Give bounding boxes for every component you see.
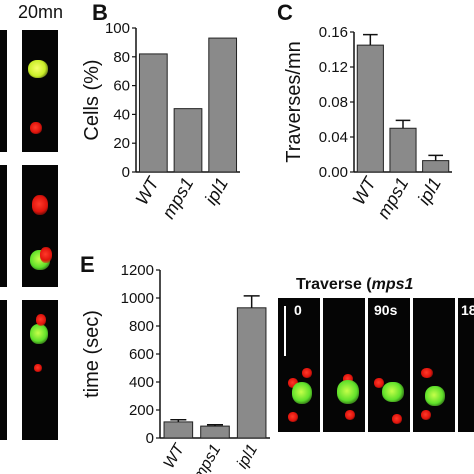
y-tick-label: 60 <box>113 78 130 95</box>
micro-col-20mn-2 <box>22 165 58 287</box>
spindle-pole-green <box>382 382 404 402</box>
traverse-frame-2 <box>323 298 365 432</box>
y-tick-label: 0.12 <box>319 59 348 76</box>
kinetochore-red <box>343 374 353 384</box>
spindle-pole-green <box>292 382 312 404</box>
y-tick-label: 80 <box>113 49 130 66</box>
traverse-frame-4 <box>413 298 455 432</box>
traverse-title-prefix: Traverse ( <box>296 276 372 293</box>
micro-col-20mn-1 <box>22 30 58 152</box>
traverse-frame-5: 180 <box>458 298 474 432</box>
kinetochore-red <box>32 195 48 215</box>
kinetochore-red <box>40 247 52 263</box>
kinetochore-red <box>345 410 355 420</box>
kinetochore-red <box>288 412 298 422</box>
spindle-pole-green <box>30 324 48 344</box>
y-tick-label: 0 <box>146 430 154 447</box>
y-tick-label: 0.08 <box>319 94 348 111</box>
bar <box>422 160 450 173</box>
bar <box>200 425 230 439</box>
y-tick-label: 600 <box>129 346 154 363</box>
traverse-title: Traverse (mps1 <box>296 276 413 294</box>
x-category-label: WT <box>348 172 380 208</box>
bar <box>356 44 384 173</box>
spindle-pole-green <box>337 380 359 404</box>
x-category-label: mps1 <box>190 442 224 474</box>
bar <box>138 53 168 173</box>
micro-left-strip-1 <box>0 30 7 152</box>
spindle-pole-green <box>425 386 445 406</box>
traverse-frame-1: 0 <box>278 298 320 432</box>
y-tick-label: 0.04 <box>319 129 348 146</box>
frame-time-label: 180 <box>461 302 474 318</box>
y-axis-label: Traverses/mn <box>283 41 305 163</box>
frame-time-label: 90s <box>374 302 398 318</box>
x-category-label: mps1 <box>373 174 412 222</box>
y-tick-label: 0.16 <box>319 24 348 41</box>
bar <box>208 37 238 173</box>
y-tick-label: 0.00 <box>319 164 348 181</box>
time-label: 20mn <box>18 2 64 22</box>
kinetochore-red <box>288 378 298 388</box>
y-tick-label: 1000 <box>121 290 154 307</box>
bar <box>389 127 417 173</box>
traverse-frame-3: 90s <box>368 298 410 432</box>
x-category-label: ipl1 <box>234 442 261 472</box>
kinetochore-red <box>421 368 433 378</box>
spindle-pole-yellow <box>28 60 48 78</box>
bar <box>163 421 194 439</box>
bar <box>173 108 203 173</box>
kinetochore-red <box>36 314 46 326</box>
panel-label-c: C <box>277 0 293 25</box>
kinetochore-red <box>30 122 42 134</box>
x-category-label: mps1 <box>158 174 197 222</box>
y-axis-label: time (sec) <box>81 310 103 398</box>
x-category-label: WT <box>161 440 189 471</box>
micro-left-strip-2 <box>0 165 7 287</box>
bar <box>236 307 267 439</box>
kinetochore-red <box>34 364 42 372</box>
kinetochore-red <box>421 410 431 420</box>
frame-time-label: 0 <box>294 302 302 318</box>
kinetochore-red <box>374 378 384 388</box>
kinetochore-red <box>302 368 312 378</box>
x-category-label: WT <box>131 172 163 208</box>
y-tick-label: 1200 <box>121 262 154 279</box>
y-tick-label: 200 <box>129 402 154 419</box>
y-tick-label: 800 <box>129 318 154 335</box>
scale-bar <box>284 306 286 356</box>
panel-label-e: E <box>80 252 95 277</box>
y-axis-label: Cells (%) <box>81 59 103 140</box>
x-category-label: ipl1 <box>201 174 232 208</box>
y-tick-label: 40 <box>113 106 130 123</box>
x-category-label: ipl1 <box>414 174 445 208</box>
y-tick-label: 0 <box>122 164 130 181</box>
y-tick-label: 20 <box>113 135 130 152</box>
panel-label-b: B <box>92 0 108 25</box>
micro-col-20mn-3 <box>22 300 58 440</box>
kinetochore-red <box>392 414 402 424</box>
traverse-title-strain: mps1 <box>371 276 414 293</box>
y-tick-label: 100 <box>105 20 130 37</box>
chart-e-time-sec: 0 200 400 600 800 1000 1200 time (sec) WT mps1 ipl… <box>81 262 270 474</box>
micro-left-strip-3 <box>0 300 7 440</box>
y-tick-label: 400 <box>129 374 154 391</box>
